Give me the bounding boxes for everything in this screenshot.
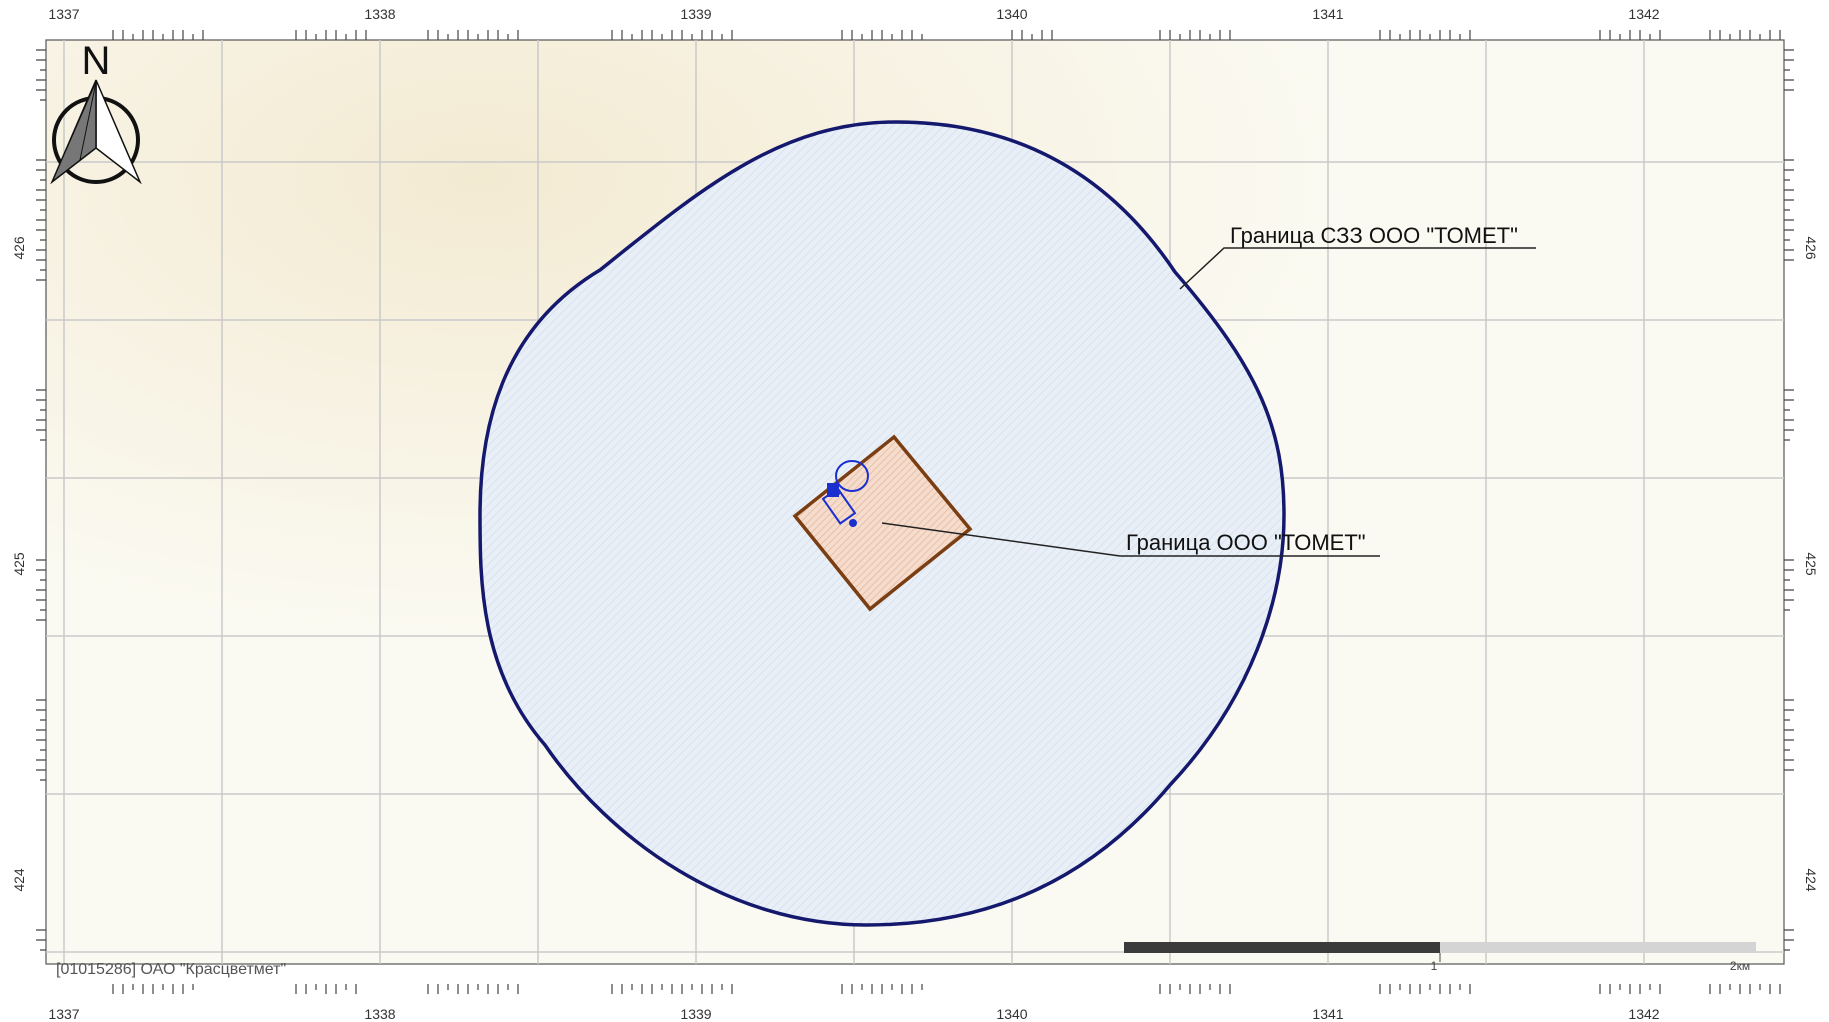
y-tick-labels-right: 426 425 424 [1803,236,1819,892]
x-tick-label: 1339 [680,1006,711,1022]
x-tick-labels-bottom: 1337 1338 1339 1340 1341 1342 [48,1006,1659,1022]
x-tick-label: 1339 [680,6,711,22]
sanitary-zone-leader [1179,247,1536,290]
north-label: N [82,39,111,83]
x-tick-label: 1340 [996,6,1027,22]
y-tick-label: 425 [1803,552,1819,576]
y-tick-label: 426 [11,236,27,260]
y-tick-label: 425 [11,552,27,576]
y-tick-labels-left: 426 425 424 [11,236,27,892]
map-frame-border [45,39,1785,965]
x-tick-label: 1337 [48,1006,79,1022]
y-tick-label: 426 [1803,236,1819,260]
x-tick-label: 1341 [1312,6,1343,22]
y-tick-label: 424 [11,868,27,892]
organization-label: [01015286] ОАО "Красцветмет" [56,961,286,978]
north-arrow: N [50,39,142,185]
x-tick-label: 1340 [996,1006,1027,1022]
x-tick-labels-top: 1337 1338 1339 1340 1341 1342 [48,6,1659,22]
x-tick-label: 1337 [48,6,79,22]
site-label: Граница ООО "ТОМЕТ" [1126,530,1366,555]
x-tick-label: 1338 [364,6,395,22]
scale-end-label: 2км [1730,959,1750,973]
emission-source-markers[interactable] [821,460,869,527]
site-leader [881,522,1380,557]
sanitary-zone-label: Граница СЗЗ ООО "ТОМЕТ" [1230,223,1518,248]
y-tick-label: 424 [1803,868,1819,892]
x-tick-label: 1341 [1312,1006,1343,1022]
x-tick-marks [112,30,1781,994]
scale-bar: 1 2км [1124,942,1756,973]
x-tick-label: 1342 [1628,1006,1659,1022]
x-tick-label: 1342 [1628,6,1659,22]
y-tick-marks [36,49,1794,951]
scale-mid-label: 1 [1431,959,1438,973]
x-tick-label: 1338 [364,1006,395,1022]
